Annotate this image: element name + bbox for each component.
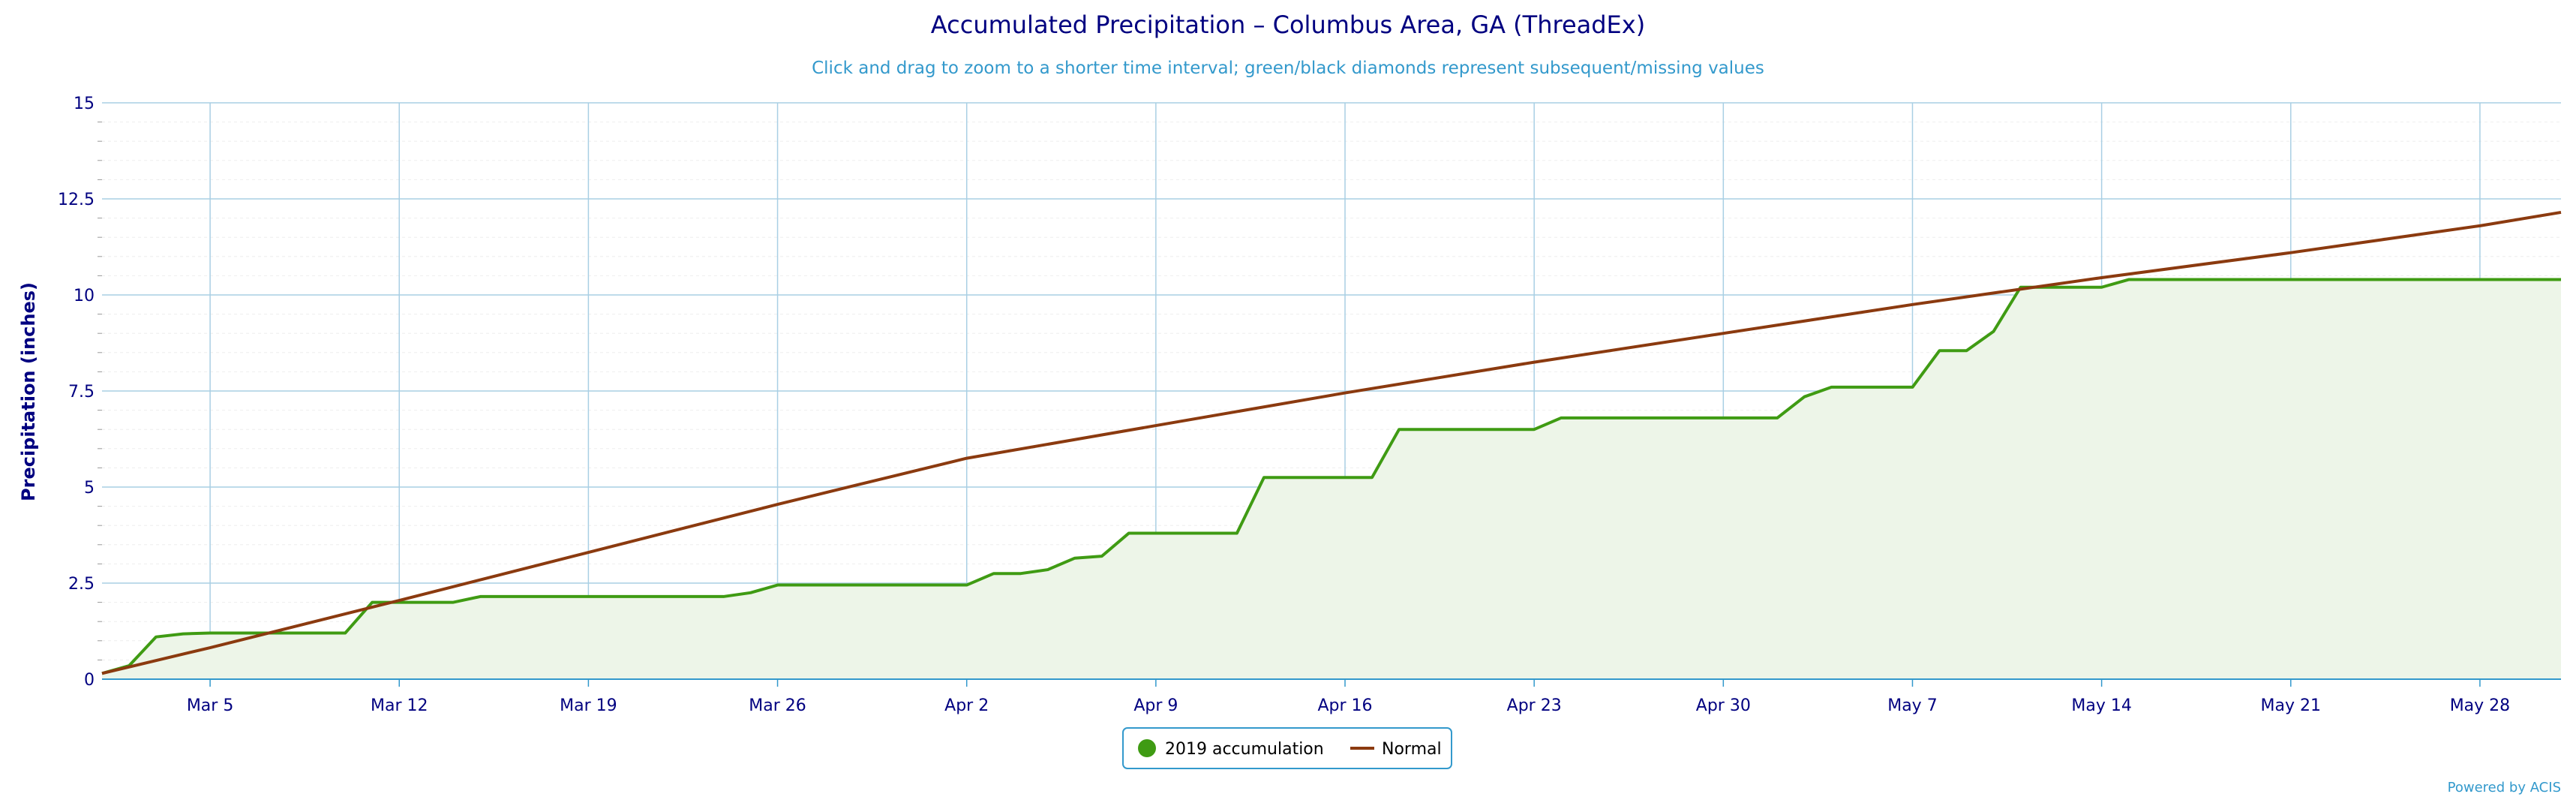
- x-tick-label: Apr 23: [1507, 696, 1562, 715]
- y-tick-label: 10: [74, 287, 95, 305]
- x-tick-label: May 28: [2450, 696, 2510, 715]
- chart-subtitle: Click and drag to zoom to a shorter time…: [812, 59, 1764, 78]
- credit-link[interactable]: Powered by ACIS: [2448, 780, 2561, 795]
- legend-marker-2019: [1138, 739, 1156, 757]
- legend-item-2019[interactable]: 2019 accumulation: [1138, 739, 1324, 759]
- y-tick-label: 2.5: [68, 575, 95, 594]
- chart-title: Accumulated Precipitation – Columbus Are…: [931, 11, 1645, 39]
- accumulation-area: [102, 279, 2561, 679]
- x-tick-label: Mar 12: [371, 696, 428, 715]
- area-layer: [102, 279, 2561, 679]
- x-tick-label: Mar 19: [560, 696, 617, 715]
- x-tick-label: May 14: [2071, 696, 2131, 715]
- x-tick-label: Mar 5: [187, 696, 234, 715]
- legend-item-normal[interactable]: Normal: [1350, 740, 1442, 759]
- y-tick-label: 15: [74, 95, 95, 113]
- y-tick-label: 0: [84, 671, 95, 690]
- x-tick-label: Apr 9: [1133, 696, 1178, 715]
- legend-box: [1122, 727, 1452, 769]
- x-axis-ticks: Mar 5 Mar 12 Mar 19 Mar 26 Apr 2 Apr 9 Apr 16 A…: [187, 679, 2510, 715]
- x-tick-label: Apr 16: [1317, 696, 1372, 715]
- legend: 2019 accumulation Normal: [1122, 727, 1452, 769]
- x-tick-label: May 21: [2261, 696, 2321, 715]
- y-tick-label: 5: [84, 479, 95, 498]
- legend-label-normal: Normal: [1382, 740, 1442, 759]
- x-tick-label: Mar 26: [749, 696, 806, 715]
- y-tick-label: 7.5: [68, 383, 95, 402]
- series-line-normal: [101, 210, 2562, 675]
- y-axis-label: Precipitation (inches): [18, 282, 39, 501]
- x-tick-label: Apr 30: [1696, 696, 1751, 715]
- legend-label-2019: 2019 accumulation: [1165, 740, 1324, 759]
- x-tick-label: Apr 2: [944, 696, 989, 715]
- y-tick-label: 12.5: [58, 191, 95, 209]
- y-axis-ticks: 0 2.5 5 7.5 10 12.5 15: [58, 95, 102, 690]
- series-lines: [101, 210, 2562, 675]
- x-tick-label: May 7: [1887, 696, 1937, 715]
